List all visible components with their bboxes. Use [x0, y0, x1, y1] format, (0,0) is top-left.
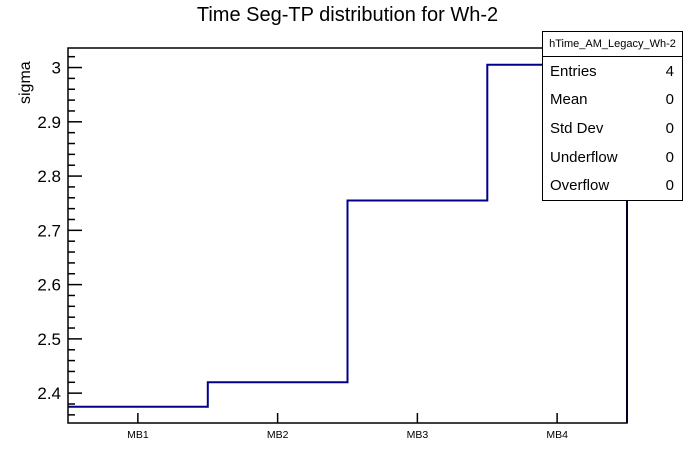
stats-row-stddev: Std Dev 0: [543, 114, 682, 143]
y-tick-label: 2.7: [37, 221, 61, 240]
stats-row-underflow: Underflow 0: [543, 143, 682, 172]
stats-row-overflow: Overflow 0: [543, 171, 682, 200]
stats-label: Std Dev: [550, 119, 604, 137]
stats-label: Underflow: [550, 148, 618, 166]
y-tick-label: 3: [52, 59, 61, 78]
stats-value: 0: [665, 177, 674, 195]
y-tick-label: 2.9: [37, 113, 61, 132]
stats-label: Overflow: [550, 177, 610, 195]
y-tick-label: 2.6: [37, 276, 61, 295]
stats-row-entries: Entries 4: [543, 57, 682, 86]
y-tick-label: 2.4: [37, 384, 61, 403]
stats-value: 0: [665, 148, 674, 166]
x-tick-label: MB1: [127, 429, 149, 441]
stats-value: 4: [665, 62, 674, 80]
x-tick-label: MB3: [407, 429, 429, 441]
plot-frame: [67, 47, 628, 424]
x-tick-label: MB4: [546, 429, 568, 441]
stats-label: Entries: [550, 62, 597, 80]
y-tick-label: 2.5: [37, 330, 61, 349]
stats-value: 0: [665, 91, 674, 109]
stats-box-title: hTime_AM_Legacy_Wh-2: [543, 32, 682, 57]
stats-row-mean: Mean 0: [543, 86, 682, 115]
y-tick-label: 2.8: [37, 167, 61, 186]
stats-rows: Entries 4 Mean 0 Std Dev 0 Underflow 0 O…: [543, 57, 682, 200]
chart-title: Time Seg-TP distribution for Wh-2: [196, 4, 499, 26]
stats-value: 0: [665, 119, 674, 137]
stats-box: hTime_AM_Legacy_Wh-2 Entries 4 Mean 0 St…: [542, 31, 683, 201]
x-tick-label: MB2: [267, 429, 289, 441]
stats-label: Mean: [550, 91, 588, 109]
